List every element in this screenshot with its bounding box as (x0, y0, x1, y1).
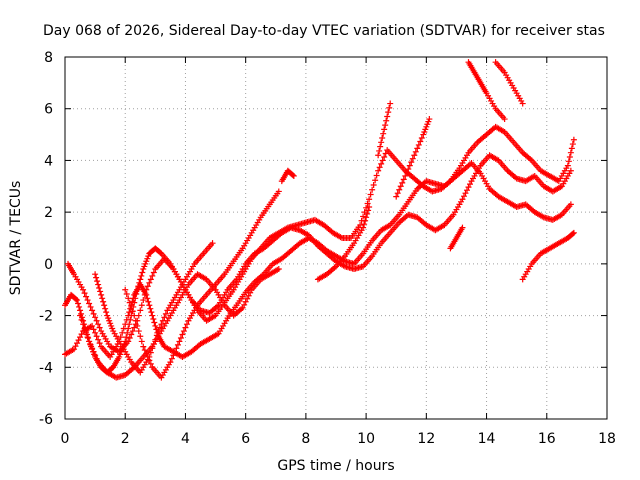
x-tick-label: 0 (61, 431, 70, 447)
y-tick-label: -2 (39, 309, 53, 325)
y-tick-label: 2 (44, 205, 53, 221)
series-track-j (465, 59, 508, 123)
y-axis-label: SDTVAR / TECUs (8, 181, 24, 296)
y-tick-label: -6 (39, 412, 53, 428)
data-marker-path (492, 59, 526, 107)
y-tick-label: 6 (44, 102, 53, 118)
series-track-c (65, 152, 574, 355)
x-tick-label: 6 (241, 431, 250, 447)
data-points (62, 59, 577, 381)
series-track-h (314, 203, 373, 283)
x-tick-label: 8 (301, 431, 310, 447)
y-tick-label: 4 (44, 153, 53, 169)
x-tick-label: 4 (181, 431, 190, 447)
series-track-n (375, 100, 394, 159)
x-tick-label: 14 (478, 431, 496, 447)
x-tick-label: 18 (598, 431, 616, 447)
x-tick-label: 12 (417, 431, 435, 447)
data-marker-path (393, 116, 433, 200)
series-track-k (492, 59, 526, 107)
data-marker-path (122, 188, 282, 381)
y-tick-label: 8 (44, 50, 53, 66)
data-marker-path (278, 167, 297, 185)
data-marker-path (519, 229, 577, 283)
x-axis-label: GPS time / hours (277, 458, 394, 474)
series-track-e (122, 188, 282, 381)
series-track-l (447, 224, 466, 252)
data-marker-path (65, 152, 574, 355)
x-tick-label: 10 (357, 431, 375, 447)
y-tick-label: -4 (39, 360, 53, 376)
data-marker-path (375, 100, 394, 159)
series-track-i (393, 116, 433, 200)
series-track-f (92, 240, 216, 376)
plot-frame (64, 56, 608, 420)
chart-title: Day 068 of 2026, Sidereal Day-to-day VTE… (43, 23, 605, 39)
y-tick-label: 0 (44, 257, 53, 273)
x-tick-label: 2 (121, 431, 130, 447)
axis-ticks: 0 2 4 6 8 10 12 14 16 18 -6 -4 -2 0 2 4 6 8 (39, 50, 616, 447)
data-marker-path (314, 203, 373, 283)
series-track-g (278, 167, 297, 185)
data-marker-path (92, 240, 216, 376)
x-tick-label: 16 (538, 431, 556, 447)
data-marker-path (465, 59, 508, 123)
series-track-m (519, 229, 577, 283)
data-marker-path (447, 224, 466, 252)
